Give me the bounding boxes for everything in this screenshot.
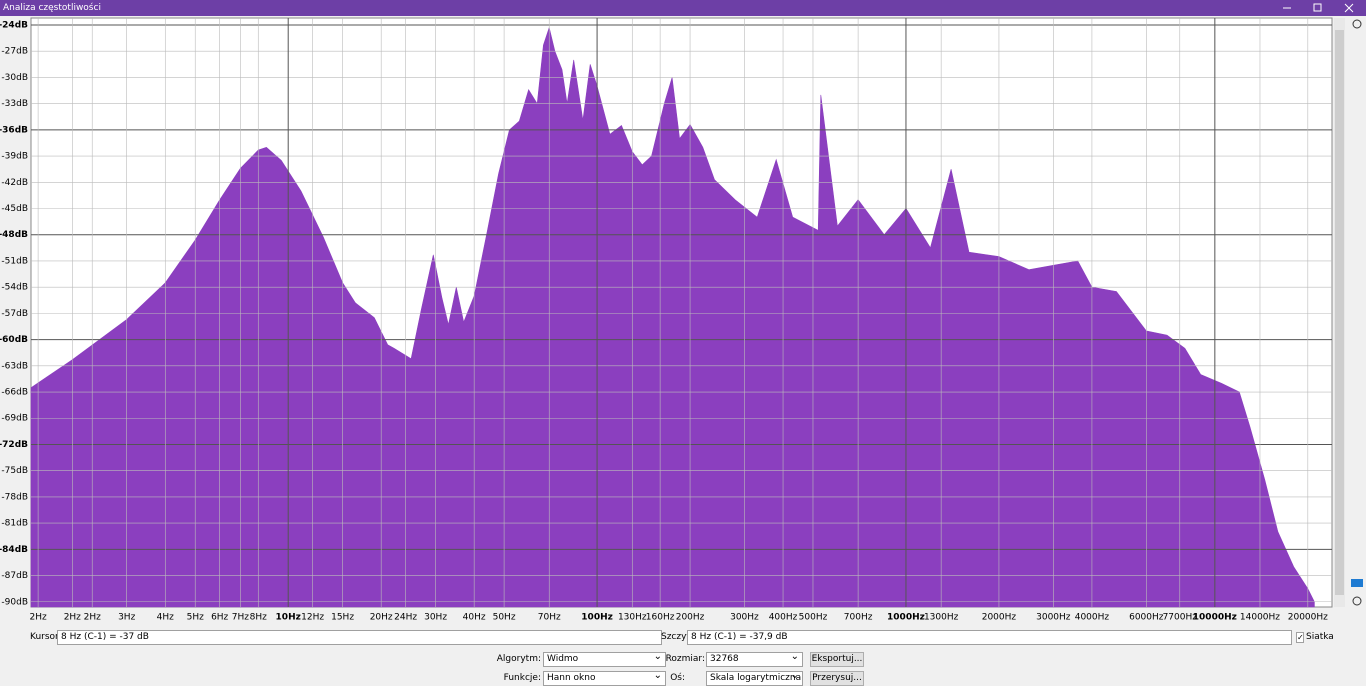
x-tick-label: 200Hz: [676, 613, 705, 623]
algorithm-label: Algorytm:: [496, 654, 541, 664]
x-tick-label: 2Hz: [29, 613, 46, 623]
x-tick-label: 20000Hz: [1288, 613, 1328, 623]
zoom-out-icon[interactable]: [1352, 596, 1362, 606]
x-tick-label: 7700Hz: [1163, 613, 1198, 623]
grid-checkbox[interactable]: ✓: [1296, 632, 1304, 643]
zoom-slider[interactable]: [1351, 579, 1363, 587]
x-tick-label: 20Hz: [370, 613, 393, 623]
grid-label: Siatka: [1306, 632, 1334, 642]
x-tick-label: 6Hz: [211, 613, 228, 623]
restore-button[interactable]: [1313, 3, 1322, 12]
x-tick-label: 14000Hz: [1240, 613, 1280, 623]
x-tick-label: 160Hz: [646, 613, 675, 623]
peak-label: Szczyt:: [661, 632, 693, 642]
title-bar: Analiza częstotliwości: [0, 0, 1366, 16]
x-tick-label: 2000Hz: [982, 613, 1017, 623]
axis-select[interactable]: Skala logarytmiczna: [706, 669, 803, 686]
y-tick-label: -30dB: [1, 73, 28, 83]
x-tick-label: 12Hz: [301, 613, 324, 623]
y-tick-label: -54dB: [1, 283, 28, 293]
y-tick-label: -45dB: [1, 204, 28, 214]
x-tick-label: 6000Hz: [1129, 613, 1164, 623]
cursor-label: Kursor:: [30, 632, 62, 642]
y-tick-label: -87dB: [1, 571, 28, 581]
spectrum-chart: -24dB -27dB -30dB -33dB -36dB -39dB -42dB -45dB…: [0, 17, 1363, 623]
y-tick-label: -84dB: [0, 545, 28, 555]
peak-field: 8 Hz (C-1) = -37,9 dB: [687, 630, 1292, 645]
scroll-thumb[interactable]: [1335, 30, 1344, 595]
y-tick-label: -69dB: [1, 414, 28, 424]
x-tick-label: 4Hz: [157, 613, 174, 623]
x-tick-label: 30Hz: [424, 613, 447, 623]
x-tick-label: 400Hz: [769, 613, 798, 623]
cursor-field: 8 Hz (C-1) = -37 dB: [57, 630, 662, 645]
x-tick-label: 130Hz: [618, 613, 647, 623]
x-tick-label: 4000Hz: [1075, 613, 1110, 623]
y-tick-label: -39dB: [1, 152, 28, 162]
function-select[interactable]: Hann okno: [543, 669, 666, 686]
x-tick-label: 24Hz: [394, 613, 417, 623]
x-tick-label: 15Hz: [331, 613, 354, 623]
x-tick-label: 500Hz: [799, 613, 828, 623]
x-tick-label: 2Hz: [64, 613, 81, 623]
x-tick-label: 10Hz: [276, 613, 301, 623]
x-tick-label: 2Hz: [84, 613, 101, 623]
x-tick-label: 1300Hz: [924, 613, 959, 623]
function-label: Funkcje:: [503, 673, 541, 683]
x-tick-label: 5Hz: [187, 613, 204, 623]
y-tick-label: -27dB: [1, 47, 28, 57]
y-tick-label: -63dB: [1, 361, 28, 371]
x-tick-label: 1000Hz: [887, 613, 925, 623]
y-tick-label: -60dB: [0, 335, 28, 345]
y-tick-label: -24dB: [0, 20, 28, 30]
x-tick-label: 7Hz: [232, 613, 249, 623]
close-button[interactable]: [1344, 3, 1354, 13]
x-tick-label: 100Hz: [581, 613, 613, 623]
zoom-in-icon[interactable]: [1352, 19, 1362, 29]
x-tick-label: 3Hz: [118, 613, 135, 623]
y-tick-label: -72dB: [0, 440, 28, 450]
y-tick-label: -42dB: [1, 178, 28, 188]
y-tick-label: -51dB: [1, 256, 28, 266]
y-tick-label: -81dB: [1, 519, 28, 529]
x-tick-label: 8Hz: [250, 613, 267, 623]
y-tick-label: -33dB: [1, 99, 28, 109]
y-tick-label: -66dB: [1, 388, 28, 398]
size-select[interactable]: 32768: [706, 650, 803, 667]
y-tick-label: -57dB: [1, 309, 28, 319]
y-tick-label: -78dB: [1, 492, 28, 502]
x-tick-label: 50Hz: [493, 613, 516, 623]
export-button[interactable]: Eksportuj...: [810, 652, 864, 667]
x-tick-label: 3000Hz: [1036, 613, 1071, 623]
x-tick-label: 40Hz: [463, 613, 486, 623]
axis-label: Oś:: [670, 673, 685, 683]
size-label: Rozmiar:: [665, 654, 705, 664]
algorithm-select[interactable]: Widmo: [543, 650, 666, 667]
x-tick-label: 700Hz: [844, 613, 873, 623]
y-tick-label: -48dB: [0, 230, 28, 240]
y-tick-label: -75dB: [1, 466, 28, 476]
x-tick-label: 10000Hz: [1193, 613, 1237, 623]
x-tick-label: 70Hz: [538, 613, 561, 623]
y-tick-label: -90dB: [1, 597, 28, 607]
window-buttons: [1283, 3, 1354, 13]
x-tick-label: 300Hz: [730, 613, 759, 623]
y-tick-label: -36dB: [0, 125, 28, 135]
window-title: Analiza częstotliwości: [3, 3, 101, 13]
